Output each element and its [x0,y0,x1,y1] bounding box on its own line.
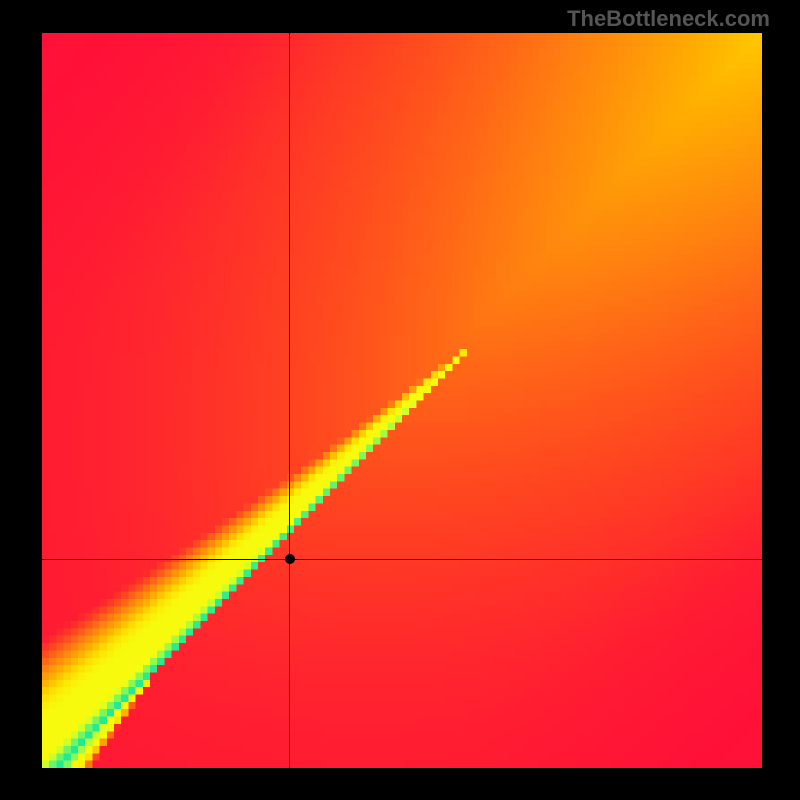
crosshair-vertical-line [289,33,290,768]
crosshair-point [285,554,295,564]
watermark-text: TheBottleneck.com [567,6,770,32]
bottleneck-heatmap [42,33,762,768]
crosshair-horizontal-line [42,559,762,560]
